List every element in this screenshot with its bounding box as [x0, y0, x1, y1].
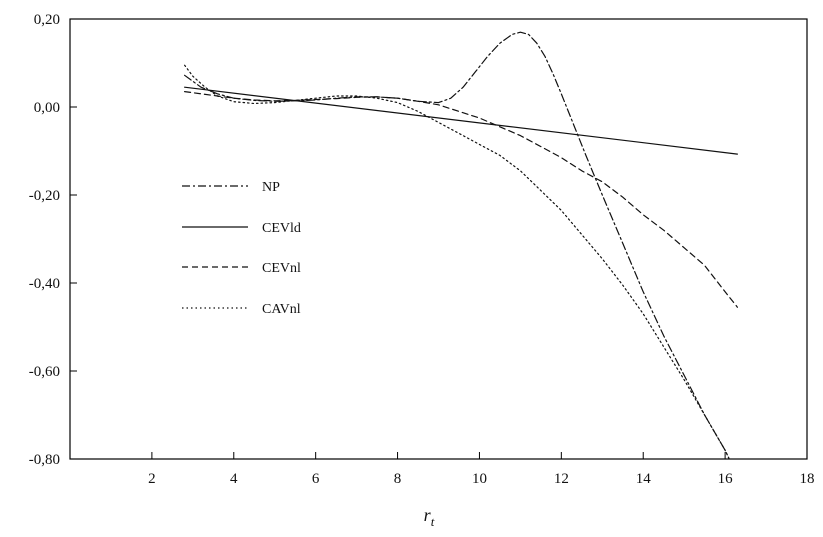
legend-label-np: NP — [262, 180, 280, 195]
x-axis-title-main: r — [424, 505, 432, 525]
x-tick-label: 12 — [554, 471, 569, 487]
x-tick-label: 18 — [800, 471, 815, 487]
x-tick-label: 14 — [636, 471, 652, 487]
series-line-np — [184, 31, 730, 460]
series-line-cevnl — [184, 90, 739, 308]
x-axis-title-subscript: t — [431, 514, 435, 529]
legend-label-cavnl: CAVnl — [262, 302, 301, 317]
x-tick-label: 8 — [394, 471, 402, 487]
legend-label-cevld: CEVld — [262, 221, 301, 236]
y-tick-label: -0,20 — [29, 188, 60, 204]
y-tick-label: 0,20 — [34, 12, 60, 28]
series-line-cevld — [184, 86, 739, 155]
series-line-cavnl — [184, 64, 730, 460]
y-tick-label: -0,80 — [29, 452, 60, 468]
x-tick-label: 16 — [718, 471, 734, 487]
y-tick-label: -0,60 — [29, 364, 60, 380]
plot-frame — [69, 18, 808, 460]
legend: NP CEVld CEVnl CAVnl — [182, 180, 301, 317]
x-tick-label: 2 — [148, 471, 156, 487]
series-lines — [184, 31, 739, 460]
y-tick-label: -0,40 — [29, 276, 60, 292]
legend-label-cevnl: CEVnl — [262, 261, 301, 276]
y-tick-label: 0,00 — [34, 100, 60, 116]
x-tick-label: 6 — [312, 471, 320, 487]
x-tick-label: 4 — [230, 471, 238, 487]
x-tick-label: 10 — [472, 471, 487, 487]
axis-ticks: 2 4 6 8 10 12 14 16 18 0,20 0,00 -0,20 -0,40 -0,60 -0,… — [29, 12, 815, 487]
x-axis-title: rt — [424, 505, 435, 529]
